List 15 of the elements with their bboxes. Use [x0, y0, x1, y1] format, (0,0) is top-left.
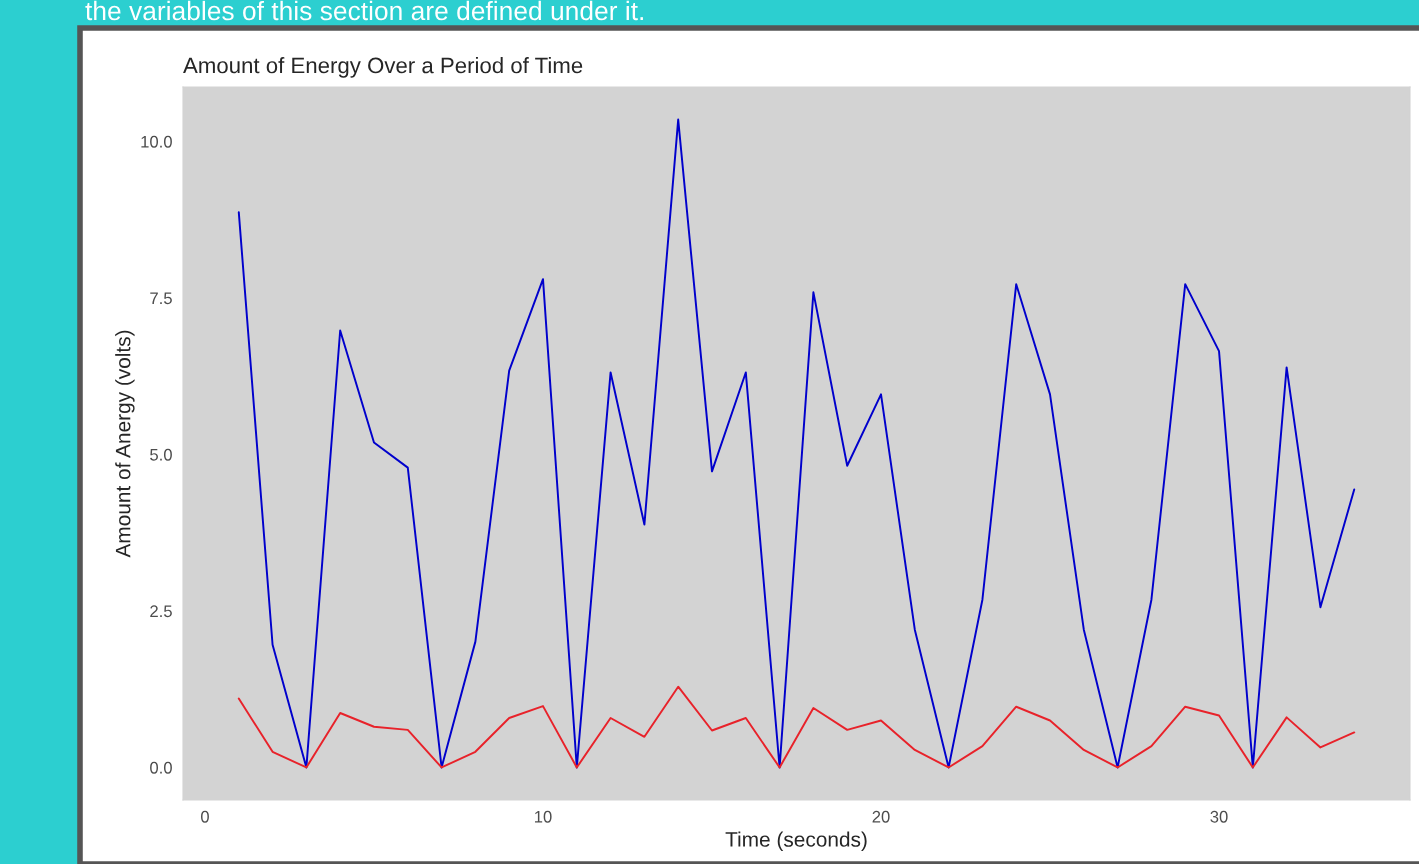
y-tick-label: 10.0 [141, 135, 172, 148]
y-axis-title: Amount of Anergy (volts) [115, 330, 135, 558]
line-series [237, 685, 1356, 769]
y-tick-label: 7.5 [150, 292, 172, 305]
chart-title: Amount of Energy Over a Period of Time [183, 57, 583, 78]
y-tick-label: 0.0 [150, 761, 172, 774]
x-tick-label: 20 [872, 810, 890, 823]
x-tick-label: 30 [1210, 810, 1228, 823]
y-tick-label: 5.0 [150, 448, 172, 461]
text: the variables of this section are defined under it. [85, 0, 643, 21]
y-tick-label: 2.5 [150, 605, 172, 618]
line-series [237, 118, 1356, 769]
x-tick-label: 10 [534, 810, 552, 823]
x-tick-label: 0 [200, 810, 209, 823]
x-axis-title: Time (seconds) [725, 831, 867, 851]
